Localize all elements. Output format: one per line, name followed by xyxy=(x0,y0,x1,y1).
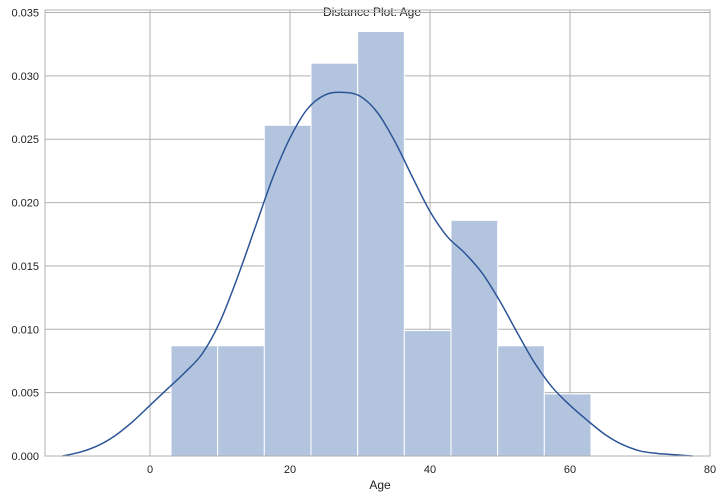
y-tick-label: 0.000 xyxy=(11,451,39,463)
histogram-bar xyxy=(497,345,545,457)
y-tick-label: 0.020 xyxy=(11,198,39,210)
y-tick-label: 0.025 xyxy=(11,134,39,146)
x-tick-labels: 0 20 40 60 80 xyxy=(147,464,716,476)
y-tick-label: 0.005 xyxy=(11,388,39,400)
histogram-bars xyxy=(170,31,592,457)
histogram-bar xyxy=(357,31,405,457)
y-tick-label: 0.015 xyxy=(11,261,39,273)
x-tick-label: 0 xyxy=(147,464,153,476)
y-tick-labels: 0.000 0.005 0.010 0.015 0.020 0.025 0.030 0.035 xyxy=(11,8,39,463)
y-tick-label: 0.010 xyxy=(11,324,39,336)
kde-curve-layer xyxy=(62,91,693,457)
x-axis-label: Age xyxy=(369,478,391,492)
y-tick-label: 0.030 xyxy=(11,71,39,83)
plot-border xyxy=(44,9,711,457)
histogram-bar xyxy=(403,330,452,457)
kde-curve xyxy=(62,91,693,457)
x-tick-label: 20 xyxy=(284,464,296,476)
histogram-bar xyxy=(263,124,312,457)
plot-frame xyxy=(44,9,711,457)
x-tick-label: 80 xyxy=(704,464,716,476)
y-tick-label: 0.035 xyxy=(11,8,39,20)
x-tick-label: 60 xyxy=(564,464,576,476)
chart-title: Distance Plot: Age xyxy=(323,5,421,19)
histogram-bar xyxy=(217,345,265,457)
histogram-bar xyxy=(310,62,359,457)
histogram-bar xyxy=(450,219,499,457)
x-tick-label: 40 xyxy=(424,464,436,476)
